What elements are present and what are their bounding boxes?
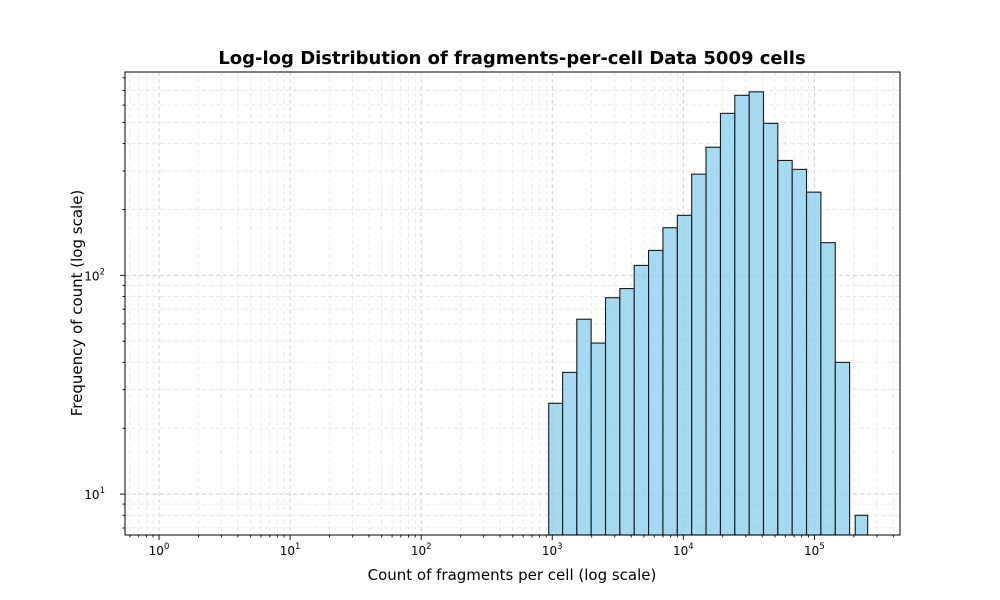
x-tick-label: 103	[542, 542, 563, 558]
y-axis-label: Frequency of count (log scale)	[68, 190, 86, 417]
histogram-bar	[633, 264, 650, 536]
axis-ticks: 100 101 102 103 104 105 101 102	[84, 77, 894, 558]
histogram-bar	[820, 242, 836, 536]
y-tick-label: 101	[84, 486, 105, 502]
x-axis-label: Count of fragments per cell (log scale)	[368, 566, 657, 584]
histogram-bars	[548, 91, 869, 536]
histogram-bar	[548, 402, 564, 536]
histogram-bar	[734, 94, 750, 536]
histogram-bar	[762, 122, 779, 536]
histogram-bar	[576, 318, 592, 536]
histogram-bar	[791, 168, 808, 536]
histogram-bar	[777, 159, 793, 536]
x-tick-label: 102	[411, 542, 432, 558]
histogram-bar	[691, 173, 707, 536]
histogram-bar	[648, 249, 664, 536]
histogram-bar	[705, 146, 721, 536]
histogram-bar	[662, 227, 678, 536]
x-tick-label: 100	[149, 542, 170, 558]
histogram-bar	[748, 91, 765, 536]
chart-title: Log-log Distribution of fragments-per-ce…	[218, 48, 805, 69]
x-tick-label: 105	[804, 542, 825, 558]
histogram-bar	[805, 191, 822, 536]
histogram-bar	[719, 112, 736, 536]
histogram-bar	[854, 514, 869, 536]
x-tick-label: 104	[673, 542, 694, 558]
histogram-bar	[562, 371, 578, 536]
histogram-bar	[604, 297, 621, 536]
histogram-bar	[834, 361, 851, 536]
x-tick-label: 101	[280, 542, 301, 558]
histogram-bar	[619, 287, 635, 536]
histogram-bar	[676, 214, 693, 536]
y-tick-label: 102	[84, 267, 105, 283]
histogram-bar	[590, 342, 607, 536]
